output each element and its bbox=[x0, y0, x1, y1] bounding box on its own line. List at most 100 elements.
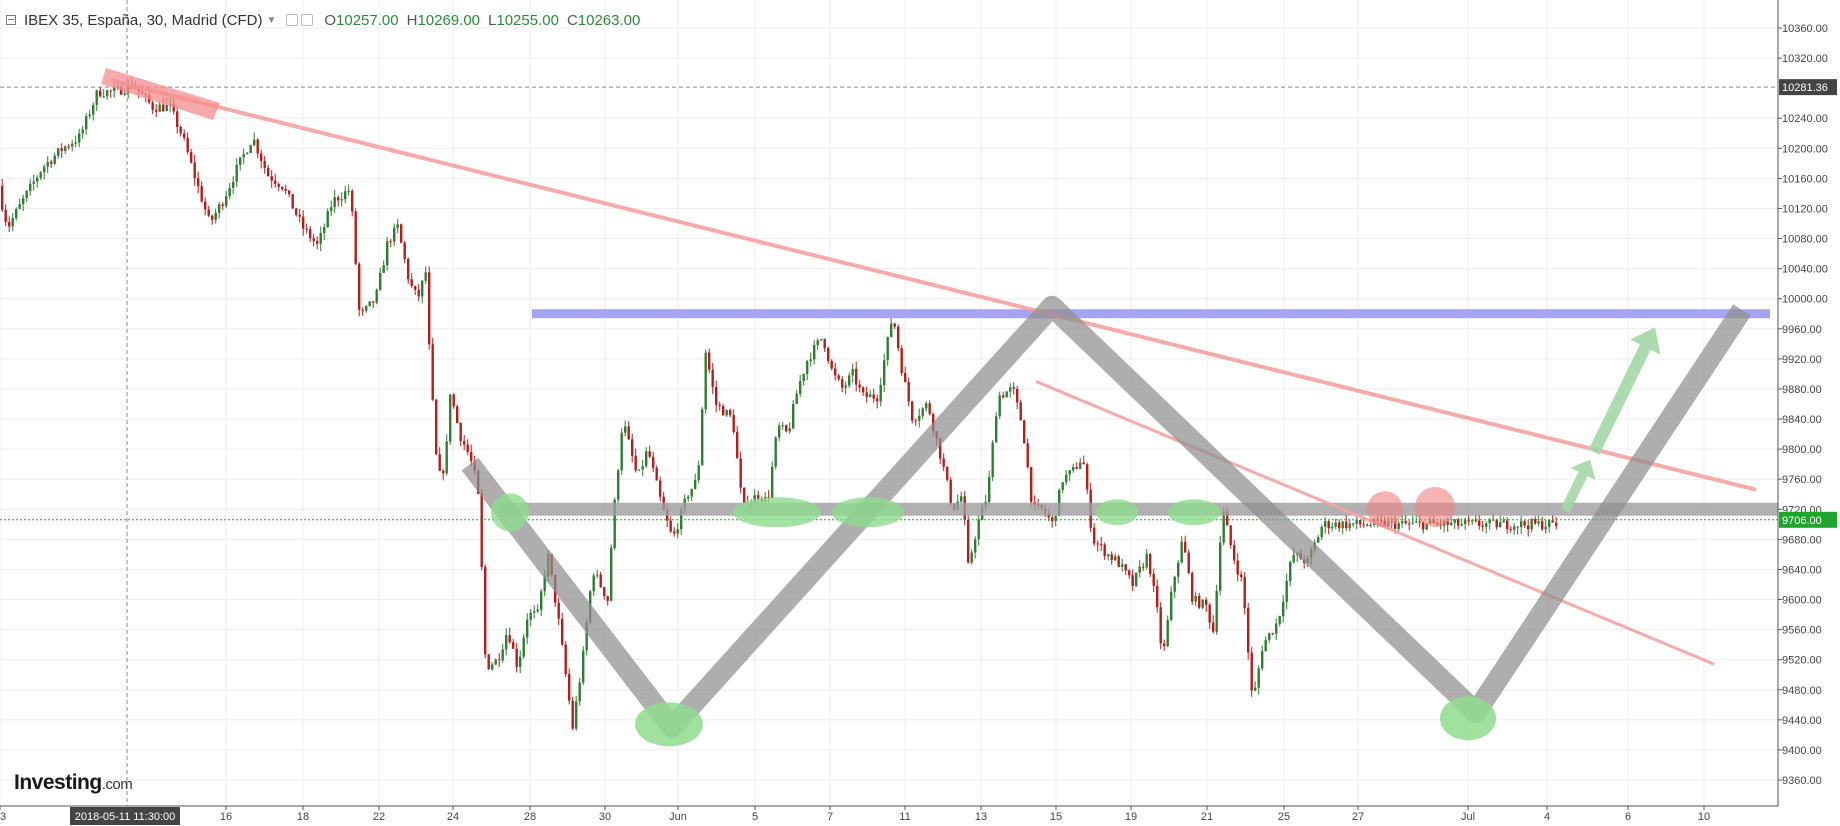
candle-body bbox=[46, 161, 49, 167]
candle-body bbox=[946, 466, 949, 480]
candle-body bbox=[974, 539, 977, 553]
candle-body bbox=[323, 227, 326, 234]
eye-icon[interactable] bbox=[286, 14, 299, 26]
candle-body bbox=[1121, 564, 1124, 567]
candle-body bbox=[1177, 562, 1180, 577]
candle-body bbox=[697, 465, 700, 481]
candle-body bbox=[1415, 521, 1418, 523]
candle-body bbox=[1324, 521, 1327, 527]
candle-body bbox=[617, 470, 620, 500]
candle-body bbox=[1065, 474, 1068, 483]
candle-body bbox=[526, 619, 529, 638]
candle-body bbox=[183, 133, 186, 138]
candle-body bbox=[519, 656, 522, 667]
candle-body bbox=[1425, 523, 1428, 530]
candle-body bbox=[200, 186, 203, 202]
candle-body bbox=[788, 428, 791, 432]
candle-body bbox=[855, 368, 858, 385]
last-price-badge bbox=[1779, 511, 1837, 528]
candle-body bbox=[1054, 515, 1057, 522]
candle-body bbox=[1079, 462, 1082, 469]
candle-body bbox=[802, 373, 805, 382]
candle-body bbox=[64, 146, 67, 151]
time-axis-bg bbox=[0, 806, 1778, 826]
collapse-icon[interactable] bbox=[6, 15, 16, 25]
candle-body bbox=[806, 361, 809, 374]
price-tick-label: 9600.00 bbox=[1782, 595, 1822, 607]
candle-body bbox=[844, 385, 847, 388]
candle-body bbox=[1457, 519, 1460, 526]
candle-body bbox=[837, 375, 840, 380]
candle-body bbox=[459, 423, 462, 442]
candle-body bbox=[1114, 556, 1117, 561]
candle-body bbox=[67, 146, 70, 148]
candle-body bbox=[1215, 590, 1218, 632]
open-label: O bbox=[324, 11, 337, 29]
price-tick-label: 9760.00 bbox=[1782, 474, 1822, 486]
candle-body bbox=[1152, 573, 1155, 586]
price-tick-label: 9960.00 bbox=[1782, 324, 1822, 336]
candle-body bbox=[1016, 388, 1019, 403]
candle-body bbox=[11, 218, 14, 227]
candle-body bbox=[1338, 522, 1341, 529]
chevron-down-icon[interactable]: ▼ bbox=[266, 14, 277, 26]
candle-body bbox=[599, 574, 602, 588]
candle-body bbox=[949, 479, 952, 504]
candle-body bbox=[1219, 542, 1222, 591]
candle-body bbox=[207, 209, 210, 216]
candle-body bbox=[634, 455, 637, 471]
candle-body bbox=[1012, 387, 1015, 389]
candle-body bbox=[305, 228, 308, 230]
candle-body bbox=[1019, 402, 1022, 421]
candle-body bbox=[333, 197, 336, 208]
candle-body bbox=[1142, 566, 1145, 568]
candle-body bbox=[445, 441, 448, 474]
candle-body bbox=[158, 104, 161, 112]
candle-body bbox=[1509, 529, 1512, 531]
candle-body bbox=[624, 426, 627, 433]
candle-body bbox=[1485, 523, 1488, 527]
candle-body bbox=[641, 466, 644, 470]
candle-body bbox=[1488, 519, 1491, 524]
candle-body bbox=[823, 338, 826, 349]
candle-body bbox=[193, 162, 196, 179]
candle-body bbox=[834, 368, 837, 376]
candle-body bbox=[1208, 604, 1211, 623]
candle-body bbox=[1131, 575, 1134, 586]
price-tick-label: 9800.00 bbox=[1782, 444, 1822, 456]
candle-body bbox=[214, 212, 217, 220]
candle-body bbox=[270, 176, 273, 181]
candle-body bbox=[113, 87, 116, 91]
price-tick-label: 9840.00 bbox=[1782, 414, 1822, 426]
candle-body bbox=[704, 352, 707, 410]
candle-body bbox=[715, 386, 718, 405]
settings-icon[interactable] bbox=[301, 14, 314, 26]
candle-body bbox=[785, 425, 788, 432]
candle-body bbox=[43, 166, 46, 173]
candle-body bbox=[977, 519, 980, 540]
candle-body bbox=[1072, 467, 1075, 471]
candle-body bbox=[491, 664, 494, 670]
price-tick-label: 9360.00 bbox=[1782, 775, 1822, 787]
candle-body bbox=[29, 183, 32, 191]
candle-body bbox=[627, 426, 630, 440]
time-tick-label: 27 bbox=[1352, 811, 1364, 823]
time-tick-label: 3 bbox=[0, 811, 6, 823]
candle-body bbox=[1086, 464, 1089, 490]
candle-body bbox=[1264, 639, 1267, 652]
instrument-title[interactable]: IBEX 35, España, 30, Madrid (CFD) bbox=[24, 11, 263, 29]
candle-body bbox=[1541, 521, 1544, 530]
candle-body bbox=[225, 196, 228, 206]
candle-body bbox=[1257, 668, 1260, 688]
candle-body bbox=[1159, 607, 1162, 644]
candle-body bbox=[813, 344, 816, 360]
candle-body bbox=[655, 467, 658, 481]
candle-body bbox=[673, 531, 676, 534]
candle-body bbox=[186, 137, 189, 153]
price-tick-label: 9880.00 bbox=[1782, 384, 1822, 396]
candle-body bbox=[1537, 521, 1540, 524]
candle-body bbox=[767, 497, 770, 499]
candle-body bbox=[74, 142, 77, 144]
candle-body bbox=[1502, 520, 1505, 523]
